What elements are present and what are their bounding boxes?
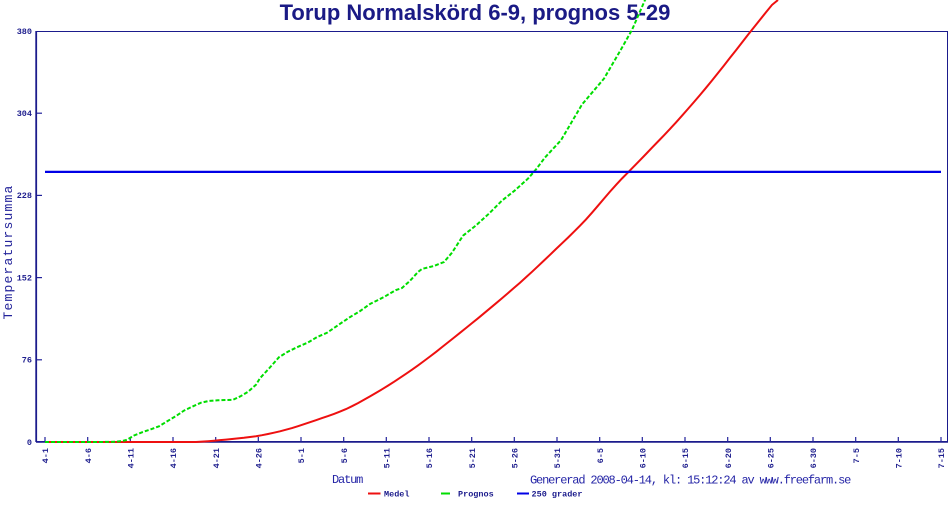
svg-text:4-21: 4-21	[212, 448, 222, 468]
svg-text:228: 228	[17, 191, 32, 201]
svg-text:5-1: 5-1	[297, 448, 307, 463]
svg-text:5-21: 5-21	[468, 448, 478, 468]
svg-text:5-6: 5-6	[340, 448, 350, 463]
svg-text:Genererad 2008-04-14, kl: 15:1: Genererad 2008-04-14, kl: 15:12:24 av ww…	[530, 474, 851, 488]
svg-text:Temperatursumma: Temperatursumma	[1, 184, 16, 319]
svg-text:5-31: 5-31	[553, 448, 563, 468]
svg-text:6-20: 6-20	[724, 448, 734, 468]
svg-text:Datum: Datum	[332, 473, 363, 487]
svg-text:4-1: 4-1	[41, 448, 51, 463]
svg-text:7-15: 7-15	[937, 448, 947, 468]
svg-text:Torup Normalskörd 6-9, prognos: Torup Normalskörd 6-9, prognos 5-29	[280, 0, 671, 25]
svg-text:4-16: 4-16	[169, 448, 179, 468]
svg-text:6-15: 6-15	[681, 448, 691, 468]
svg-text:6-5: 6-5	[596, 448, 606, 463]
svg-text:152: 152	[17, 273, 32, 283]
svg-text:304: 304	[17, 109, 32, 119]
svg-text:5-26: 5-26	[511, 448, 521, 468]
svg-text:6-30: 6-30	[809, 448, 819, 468]
svg-text:4-11: 4-11	[127, 448, 137, 468]
svg-text:6-25: 6-25	[767, 448, 777, 468]
svg-text:7-10: 7-10	[895, 448, 905, 468]
svg-text:4-6: 4-6	[84, 448, 94, 463]
svg-text:Medel: Medel	[384, 490, 410, 500]
svg-text:5-11: 5-11	[383, 448, 393, 468]
svg-text:7-5: 7-5	[852, 448, 862, 463]
svg-text:6-10: 6-10	[639, 448, 649, 468]
svg-text:4-26: 4-26	[255, 448, 265, 468]
svg-text:380: 380	[17, 27, 32, 37]
svg-text:250 grader: 250 grader	[532, 490, 583, 500]
svg-text:Prognos: Prognos	[458, 490, 494, 500]
svg-text:76: 76	[22, 356, 32, 366]
svg-text:0: 0	[27, 438, 32, 448]
svg-text:5-16: 5-16	[425, 448, 435, 468]
